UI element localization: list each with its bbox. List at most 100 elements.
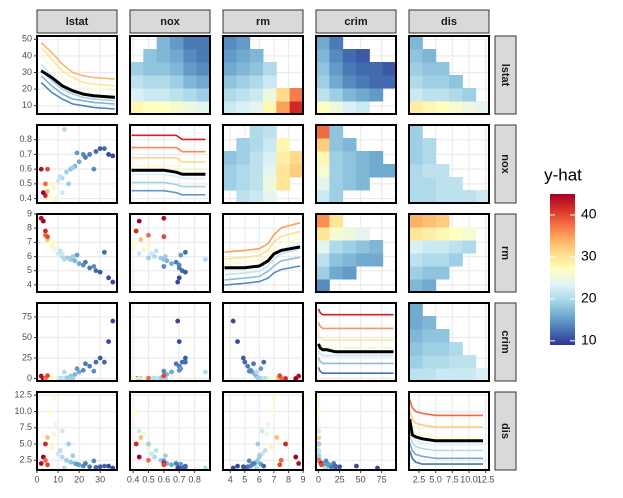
scatter-point (270, 409, 275, 414)
scatter-point (93, 465, 99, 470)
heatmap-cell (156, 36, 171, 50)
panel-border (315, 391, 397, 471)
heatmap-cell (329, 101, 344, 115)
scatter-point (149, 251, 154, 257)
scatter-point (66, 441, 71, 447)
x-tick-label: 25 (335, 474, 345, 484)
heatmap-cell (249, 151, 264, 165)
x-tick-label: 0 (34, 474, 39, 484)
scatter-point (136, 251, 142, 257)
scatter-point (106, 275, 111, 281)
heatmap-cell (249, 138, 264, 152)
heatmap-cell (435, 253, 450, 267)
scatter-point (169, 462, 174, 468)
panel (315, 302, 397, 382)
heatmap-cell (236, 177, 251, 191)
heatmap-cell (316, 214, 330, 228)
panel-border (129, 213, 211, 293)
scatter-point (146, 242, 151, 248)
heatmap-cell (409, 88, 423, 102)
scatter-point (245, 363, 251, 369)
x-tick-label: 20 (74, 474, 84, 484)
heatmap-cell (435, 214, 450, 228)
ice-curve (224, 247, 301, 276)
scatter-point (57, 174, 63, 179)
heatmap-cell (409, 75, 423, 89)
heatmap-cell (236, 190, 251, 204)
heatmap-cell (316, 62, 330, 76)
scatter-point (153, 248, 159, 254)
panel-background (37, 125, 117, 203)
scatter-point (202, 256, 208, 262)
scatter-point (161, 373, 167, 379)
scatter-point (76, 159, 82, 165)
heatmap-cell (409, 342, 423, 356)
panel (408, 391, 490, 471)
ice-curve (317, 367, 394, 374)
scatter-point (251, 361, 256, 367)
scatter-point (87, 464, 93, 470)
scatter-point (97, 269, 103, 275)
scatter-point (316, 441, 322, 447)
heatmap-cell (369, 62, 384, 76)
heatmap-cell (329, 62, 344, 76)
heatmap-cell (143, 101, 158, 115)
heatmap-cell (223, 151, 237, 165)
heatmap-cell (130, 88, 144, 102)
scatter-point (93, 268, 99, 274)
heatmap-cell (342, 227, 357, 241)
scatter-point (164, 258, 170, 264)
scatter-point (278, 457, 284, 463)
heatmap-cell (236, 75, 251, 89)
y-tick-label: 10.0 (14, 406, 32, 416)
scatter-point (182, 269, 188, 275)
heatmap-cell (409, 190, 423, 204)
heatmap-cell (183, 75, 198, 89)
scatter-point (66, 375, 71, 381)
heatmap-cell (356, 101, 370, 115)
panel (36, 302, 118, 382)
heatmap-cell (422, 164, 437, 178)
panel (129, 302, 211, 382)
legend-title: y-hat (544, 165, 582, 184)
heatmap-cell (183, 49, 198, 63)
row-strip-label: nox (499, 154, 511, 174)
heatmap-cell (263, 177, 277, 191)
y-tick-label: 20 (22, 83, 32, 93)
scatter-point (173, 361, 179, 367)
panel-border (222, 302, 304, 382)
y-tick-label: 5 (27, 265, 32, 275)
heatmap-cell (183, 62, 198, 76)
scatter-point (66, 181, 71, 187)
panel (222, 391, 304, 471)
heatmap-cell (409, 125, 423, 139)
heatmap-cell (422, 240, 437, 254)
scatter-point (93, 359, 99, 365)
heatmap-cell (422, 177, 437, 191)
heatmap-cell (276, 88, 291, 102)
scatter-point (74, 252, 80, 258)
scatter-point (45, 234, 50, 240)
heatmap-cell (316, 164, 330, 178)
scatter-point (66, 255, 71, 261)
heatmap-cell (276, 164, 291, 178)
panel (129, 213, 211, 293)
heatmap-cell (369, 240, 384, 254)
heatmap-cell (342, 138, 357, 152)
heatmap-cell (342, 177, 357, 191)
heatmap-cell (249, 190, 264, 204)
scatter-point (319, 462, 324, 468)
ice-curve (131, 173, 206, 180)
x-tick-label: 2.5 (413, 474, 426, 484)
y-tick-label: 0.6 (19, 164, 32, 174)
heatmap-cell (422, 101, 437, 115)
row-strip-label: crim (499, 330, 511, 353)
scatter-point (53, 422, 59, 427)
heatmap-cell (329, 177, 344, 191)
scatter-point (178, 461, 184, 467)
heatmap-cell (196, 62, 211, 76)
ice-curve (317, 308, 394, 316)
heatmap-cell (342, 62, 357, 76)
heatmap-cell (356, 88, 370, 102)
ice-curve (317, 357, 394, 365)
